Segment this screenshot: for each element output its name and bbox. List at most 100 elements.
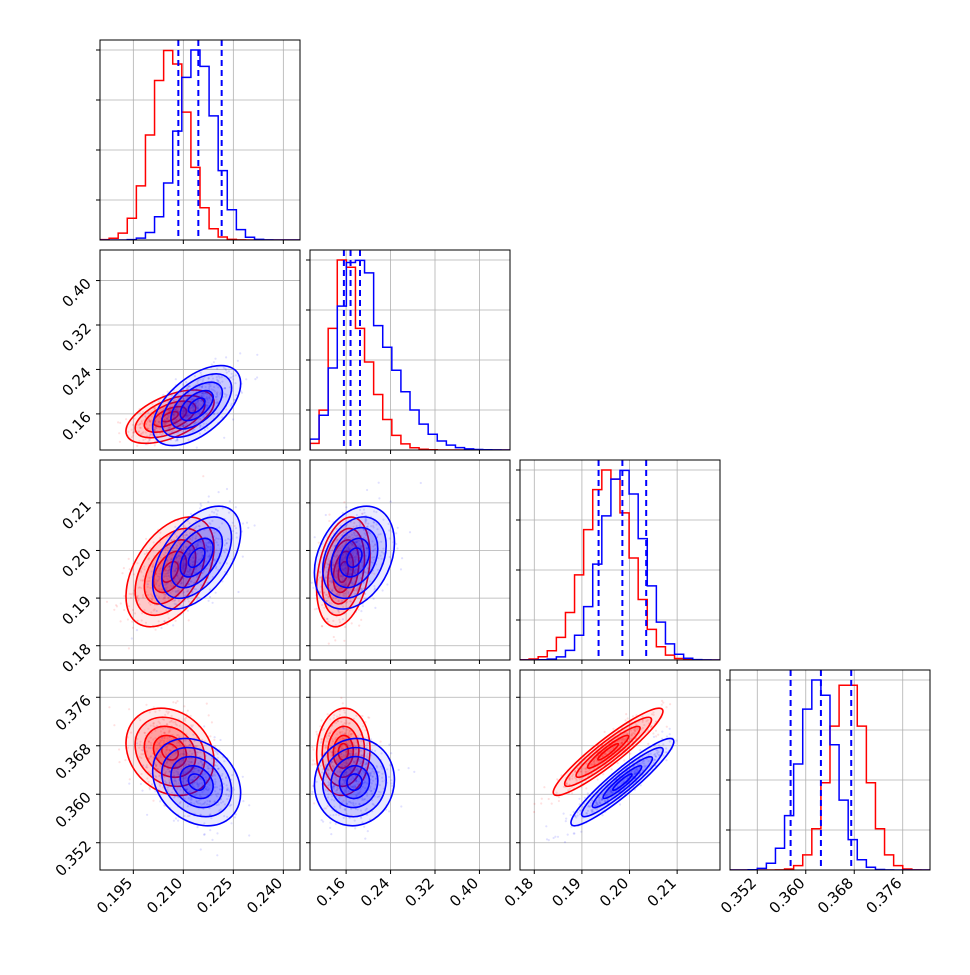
sample-point bbox=[330, 833, 332, 835]
scatter-3-1 bbox=[297, 697, 415, 840]
sample-point bbox=[154, 441, 156, 443]
sample-point bbox=[333, 636, 335, 638]
sample-point bbox=[192, 734, 194, 736]
y-tick-label: 0.376 bbox=[52, 691, 95, 734]
histogram-step-0 bbox=[520, 470, 720, 660]
sample-point bbox=[213, 739, 215, 741]
sample-point bbox=[629, 753, 631, 755]
sample-point bbox=[209, 829, 211, 831]
sample-point bbox=[602, 773, 604, 775]
sample-point bbox=[652, 732, 654, 734]
sample-point bbox=[543, 786, 545, 788]
sample-point bbox=[623, 759, 625, 761]
sample-point bbox=[219, 739, 221, 741]
sample-point bbox=[145, 766, 147, 768]
sample-point bbox=[604, 731, 606, 733]
sample-point bbox=[128, 708, 130, 710]
sample-point bbox=[123, 609, 125, 611]
sample-point bbox=[373, 598, 375, 600]
sample-point bbox=[172, 624, 174, 626]
y-tick-label: 0.24 bbox=[58, 364, 94, 400]
x-tick-label: 0.195 bbox=[93, 874, 136, 917]
sample-point bbox=[327, 713, 329, 715]
sample-point bbox=[151, 783, 153, 785]
sample-point bbox=[311, 793, 313, 795]
sample-point bbox=[345, 506, 347, 508]
scatter-2-0 bbox=[106, 475, 258, 649]
sample-point bbox=[152, 800, 154, 802]
sample-point bbox=[398, 769, 400, 771]
sample-point bbox=[212, 602, 214, 604]
sample-point bbox=[140, 783, 142, 785]
sample-point bbox=[119, 441, 121, 443]
sample-point bbox=[657, 734, 659, 736]
sample-point bbox=[625, 713, 627, 715]
sample-point bbox=[214, 736, 216, 738]
sample-point bbox=[196, 826, 198, 828]
histogram-step-0 bbox=[310, 260, 510, 450]
sample-point bbox=[118, 761, 120, 763]
sample-point bbox=[340, 697, 342, 699]
sample-point bbox=[370, 738, 372, 740]
sample-point bbox=[326, 618, 328, 620]
y-tick-label: 0.20 bbox=[58, 545, 94, 581]
sample-point bbox=[150, 755, 152, 757]
sample-point bbox=[318, 542, 320, 544]
sample-point bbox=[366, 489, 368, 491]
sample-point bbox=[632, 715, 634, 717]
sample-point bbox=[597, 778, 599, 780]
sample-point bbox=[128, 647, 130, 649]
sample-point bbox=[558, 800, 560, 802]
sample-point bbox=[386, 583, 388, 585]
sample-point bbox=[108, 706, 110, 708]
x-tick-label: 0.225 bbox=[193, 874, 236, 917]
sample-point bbox=[206, 703, 208, 705]
sample-point bbox=[354, 827, 356, 829]
sample-point bbox=[344, 612, 346, 614]
sample-point bbox=[178, 719, 180, 721]
sample-point bbox=[142, 749, 144, 751]
sample-point bbox=[119, 422, 121, 424]
sample-point bbox=[311, 746, 313, 748]
sample-point bbox=[611, 768, 613, 770]
sample-point bbox=[159, 800, 161, 802]
sample-point bbox=[147, 583, 149, 585]
sample-point bbox=[390, 501, 392, 503]
sample-point bbox=[148, 439, 150, 441]
sample-point bbox=[200, 848, 202, 850]
x-tick-label: 0.368 bbox=[814, 874, 857, 917]
sample-point bbox=[382, 589, 384, 591]
sample-point bbox=[655, 735, 657, 737]
sample-point bbox=[343, 640, 345, 642]
sample-point bbox=[388, 810, 390, 812]
sample-point bbox=[655, 730, 657, 732]
y-tick-label: 0.368 bbox=[52, 740, 95, 783]
sample-point bbox=[190, 513, 192, 515]
sample-point bbox=[295, 569, 297, 571]
sample-point bbox=[325, 514, 327, 516]
sample-point bbox=[541, 798, 543, 800]
sample-point bbox=[306, 797, 308, 799]
sample-point bbox=[540, 802, 542, 804]
sample-point bbox=[148, 564, 150, 566]
sample-point bbox=[242, 556, 244, 558]
sample-point bbox=[256, 354, 258, 356]
sample-point bbox=[390, 752, 392, 754]
x-tick-label: 0.376 bbox=[862, 874, 905, 917]
y-tick-label: 0.40 bbox=[58, 275, 94, 311]
sample-point bbox=[315, 594, 317, 596]
sample-point bbox=[118, 748, 120, 750]
sample-point bbox=[351, 622, 353, 624]
sample-point bbox=[161, 737, 163, 739]
sample-point bbox=[131, 621, 133, 623]
sample-point bbox=[551, 803, 553, 805]
sample-point bbox=[342, 618, 344, 620]
sample-point bbox=[337, 610, 339, 612]
sample-point bbox=[132, 627, 134, 629]
sample-point bbox=[187, 610, 189, 612]
x-tick-label: 0.210 bbox=[143, 874, 186, 917]
y-tick-label: 0.18 bbox=[58, 640, 94, 676]
sample-point bbox=[315, 731, 317, 733]
sample-point bbox=[322, 821, 324, 823]
sample-point bbox=[242, 800, 244, 802]
